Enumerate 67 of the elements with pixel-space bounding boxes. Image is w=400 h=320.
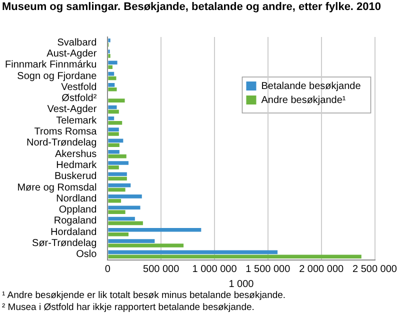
y-tick-label: Nordland — [56, 193, 97, 204]
y-tick-label: Hedmark — [56, 160, 98, 171]
bar — [108, 120, 122, 125]
y-tick-label: Akershus — [55, 148, 97, 160]
bar — [108, 83, 115, 87]
x-tick-label: 2 000 000 — [299, 264, 344, 275]
bar — [108, 183, 131, 188]
y-tick-label: Vest-Agder — [47, 104, 98, 116]
y-tick-label: Østfold² — [62, 93, 98, 104]
x-tick-label: 1 500 000 — [246, 264, 291, 275]
y-tick-label: Buskerud — [54, 171, 97, 182]
bar — [108, 154, 126, 158]
y-tick-label: Telemark — [56, 115, 98, 126]
text: ¹ Andre besøkjende er lik totalt besøk minus betalande besøkjande. — [2, 290, 286, 302]
y-tick-label: Oslo — [76, 249, 98, 260]
y-tick-label: Møre og Romsdal — [17, 182, 97, 194]
bar — [108, 60, 118, 65]
bar — [108, 72, 114, 76]
bar — [108, 194, 142, 198]
y-tick-label: Aust-Agder — [46, 48, 98, 60]
bar — [108, 116, 114, 120]
bar — [108, 188, 126, 192]
bar — [108, 254, 362, 259]
bar — [108, 221, 143, 226]
bar — [108, 98, 125, 102]
bar — [108, 88, 117, 92]
bar — [108, 176, 127, 180]
x-tick-label: 2 500 000 — [352, 264, 398, 275]
bar — [108, 138, 124, 143]
bar — [108, 232, 129, 236]
y-tick-label: Oppland — [58, 204, 97, 216]
y-tick-label: Vestfold — [61, 82, 97, 93]
bar — [108, 143, 120, 148]
chart-title: Museum og samlingar. Besøkjande, betalande og andre, etter fylke. 2010 — [2, 1, 382, 14]
y-tick-label: Finnmark Finnmárku — [4, 60, 97, 71]
y-tick-label: Sør-Trøndelag — [32, 238, 97, 250]
bar — [108, 172, 127, 176]
y-tick-label: Nord-Trøndelag — [26, 138, 97, 149]
text: ² Musea i Østfold har ikkje rapportert betalande besøkjande. — [2, 302, 256, 314]
bar — [108, 244, 184, 248]
x-axis-title: 1 000 — [228, 278, 254, 290]
bar — [108, 65, 112, 69]
bar — [108, 161, 129, 165]
y-tick-label: Sogn og Fjordane — [17, 70, 98, 82]
x-tick-label: 1 000 000 — [192, 264, 238, 275]
bar — [108, 132, 119, 136]
bar — [108, 150, 120, 154]
bar — [108, 210, 126, 214]
bar — [108, 216, 135, 221]
bar — [108, 228, 202, 232]
bar — [108, 199, 122, 203]
y-tick-label: Troms Romsa — [34, 126, 98, 138]
legend-label: Andre besøkjande¹ — [261, 94, 346, 106]
bar — [108, 166, 119, 170]
y-tick-label: Svalbard — [57, 37, 97, 48]
y-tick-label: Hordaland — [50, 226, 97, 238]
legend-label: Betalande besøkjande — [261, 80, 362, 92]
y-tick-label: Rogaland — [54, 216, 97, 227]
x-tick-label: 0 — [104, 264, 111, 275]
bar — [108, 239, 155, 243]
bar — [108, 128, 119, 132]
bar — [108, 250, 278, 254]
bar — [108, 110, 119, 114]
bar — [108, 105, 117, 110]
x-tick-label: 500 000 — [143, 264, 180, 275]
bar — [108, 76, 116, 80]
bar — [108, 206, 140, 210]
